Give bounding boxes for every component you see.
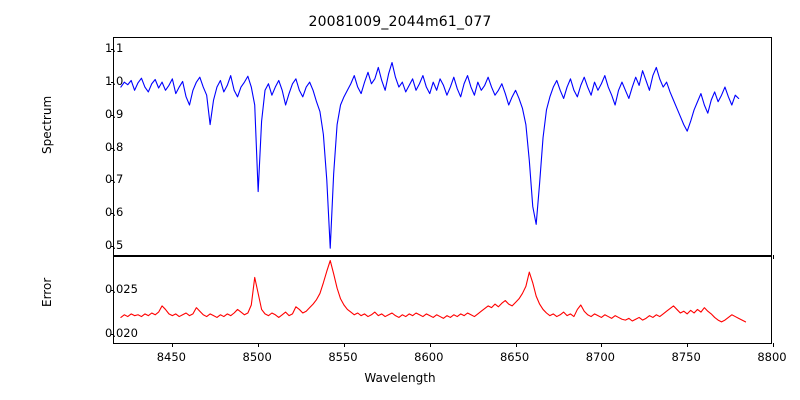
x-axis-label-wavelength: Wavelength [364, 371, 436, 385]
error-plot-area [114, 257, 771, 343]
x-ticklabel: 8700 [585, 350, 616, 364]
x-ticklabel: 8600 [414, 350, 444, 364]
spectrum-y-tickmark [110, 147, 114, 149]
x-tickmark [687, 343, 689, 347]
x-ticklabel: 8500 [242, 350, 272, 364]
y-axis-label-spectrum: Spectrum [40, 95, 54, 154]
spectrum-y-tickmark [110, 180, 114, 182]
x-tickmark [515, 343, 517, 347]
error-y-tickmark [110, 334, 114, 336]
x-tickmark [258, 343, 260, 347]
x-ticklabel: 8450 [156, 350, 186, 364]
spectrum-axes [110, 37, 774, 259]
x-ticklabel: 8800 [757, 350, 787, 364]
spectrum-line-series [120, 61, 740, 249]
x-tickmark [172, 343, 174, 347]
y-axis-label-error: Error [40, 277, 54, 307]
x-tickmark [343, 343, 345, 347]
x-tickmark [601, 343, 603, 347]
spectrum-y-tickmark [110, 114, 114, 116]
x-ticklabel: 8650 [499, 350, 530, 364]
spectrum-y-tickmark [110, 245, 114, 247]
x-ticklabel: 8750 [671, 350, 701, 364]
error-axes [110, 256, 774, 347]
error-y-tickmark [110, 289, 114, 291]
error-line-series [120, 260, 747, 323]
spectrum-plot-area [114, 38, 771, 255]
chart-title: 20081009_2044m61_077 [308, 14, 492, 30]
spectrum-y-tickmark [110, 49, 114, 51]
x-tickmark [429, 343, 431, 347]
x-tickmark [773, 255, 774, 259]
spectrum-y-tickmark [110, 212, 114, 214]
spectrum-y-tickmark [110, 82, 114, 84]
x-tickmark [773, 343, 774, 347]
x-ticklabel: 8550 [328, 350, 358, 364]
